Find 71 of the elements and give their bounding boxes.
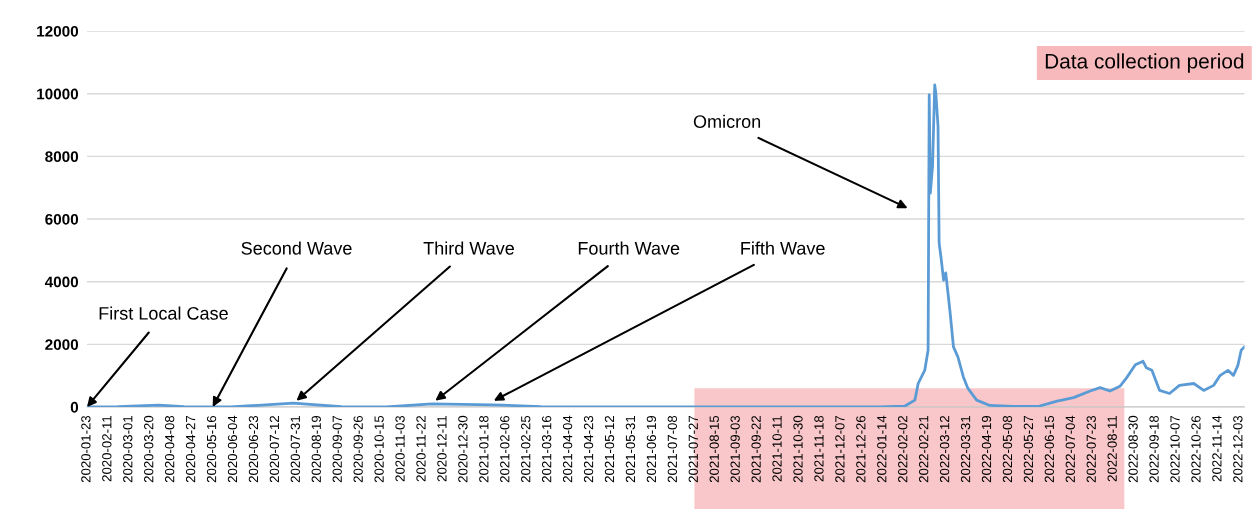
x-tick-label: 2020-04-08 bbox=[164, 415, 175, 483]
x-tick-label: 2020-05-16 bbox=[206, 415, 217, 483]
x-tick-label: 2022-08-30 bbox=[1128, 415, 1138, 483]
x-tick-label: 2022-07-04 bbox=[1065, 415, 1075, 483]
x-tick-label: 2022-06-15 bbox=[1044, 415, 1055, 483]
x-tick-label: 2022-03-12 bbox=[939, 415, 950, 483]
x-tick-label: 2021-07-27 bbox=[688, 415, 698, 483]
x-tick-label: 2020-11-22 bbox=[416, 415, 426, 482]
x-tick-label: 2021-05-31 bbox=[625, 415, 636, 483]
annotation: Fourth Wave bbox=[578, 241, 680, 255]
x-tick-label: 2022-02-21 bbox=[919, 415, 929, 483]
y-tick-label: 10000 bbox=[37, 88, 79, 100]
x-tick-label: 2021-12-07 bbox=[835, 415, 845, 483]
x-tick-label: 2020-03-20 bbox=[144, 415, 154, 483]
x-tick-label: 2022-12-03 bbox=[1233, 415, 1243, 483]
x-tick-label: 2022-10-07 bbox=[1170, 415, 1180, 483]
x-tick-label: 2022-05-27 bbox=[1023, 415, 1034, 483]
x-tick-label: 2022-02-02 bbox=[898, 415, 908, 483]
x-tick-label: 2021-12-26 bbox=[856, 415, 866, 483]
annotation: Third Wave bbox=[423, 241, 514, 255]
x-tick-label: 2021-05-12 bbox=[604, 415, 615, 483]
annotation: Second Wave bbox=[241, 241, 352, 255]
x-tick-label: 2020-02-11 bbox=[102, 415, 112, 482]
x-tick-label: 2021-09-03 bbox=[730, 415, 740, 483]
annotation: Omicron bbox=[693, 114, 761, 128]
y-tick-label: 2000 bbox=[45, 339, 79, 351]
y-tick-label: 6000 bbox=[45, 213, 79, 225]
x-tick-label: 2021-02-06 bbox=[500, 415, 510, 483]
x-tick-label: 2020-09-26 bbox=[353, 415, 363, 483]
x-tick-label: 2021-02-25 bbox=[521, 415, 531, 483]
x-tick-label: 2021-10-30 bbox=[793, 415, 803, 483]
x-tick-label: 2022-07-23 bbox=[1086, 415, 1096, 483]
x-tick-label: 2021-09-22 bbox=[751, 415, 761, 483]
x-tick-label: 2020-08-19 bbox=[311, 415, 321, 483]
x-tick-label: 2022-04-19 bbox=[981, 415, 992, 483]
x-tick-label: 2021-08-15 bbox=[709, 415, 719, 483]
line-series bbox=[87, 83, 1245, 407]
annotation: Fifth Wave bbox=[741, 241, 825, 255]
x-tick-label: 2021-07-08 bbox=[667, 415, 678, 483]
x-tick-label: 2020-03-01 bbox=[123, 415, 133, 483]
x-tick-label: 2021-04-23 bbox=[583, 415, 594, 483]
x-tick-label: 2021-01-18 bbox=[479, 415, 489, 483]
x-tick-label: 2020-12-30 bbox=[458, 415, 468, 483]
x-tick-label: 2020-07-12 bbox=[269, 415, 280, 483]
y-tick-label: 8000 bbox=[45, 151, 79, 163]
x-tick-label: 2022-09-18 bbox=[1149, 415, 1159, 483]
y-tick-label: 4000 bbox=[44, 276, 79, 288]
x-tick-label: 2020-12-11 bbox=[437, 415, 447, 482]
x-tick-label: 2021-10-11 bbox=[772, 415, 782, 482]
x-tick-label: 2020-04-27 bbox=[185, 415, 196, 483]
x-tick-label: 2022-01-14 bbox=[877, 415, 887, 483]
x-tick-label: 2020-07-31 bbox=[290, 415, 300, 483]
x-tick-label: 2020-09-07 bbox=[332, 415, 342, 483]
x-tick-label: 2020-10-15 bbox=[374, 415, 384, 483]
x-tick-label: 2022-05-08 bbox=[1002, 415, 1013, 483]
x-tick-label: 2020-01-23 bbox=[81, 415, 91, 483]
x-tick-label: 2021-04-04 bbox=[562, 415, 573, 483]
x-tick-label: 2020-06-04 bbox=[227, 415, 238, 483]
y-tick-label: 0 bbox=[70, 401, 79, 413]
annotation: Data collection period bbox=[1045, 53, 1244, 73]
x-tick-label: 2021-06-19 bbox=[646, 415, 657, 483]
x-tick-label: 2020-06-23 bbox=[248, 415, 259, 483]
x-tick-label: 2022-08-11 bbox=[1107, 415, 1117, 482]
y-tick-label: 12000 bbox=[37, 25, 79, 37]
x-tick-label: 2021-11-18 bbox=[814, 415, 824, 482]
x-tick-label: 2022-11-14 bbox=[1212, 415, 1222, 482]
x-tick-label: 2020-11-03 bbox=[395, 415, 405, 482]
x-tick-label: 2022-10-26 bbox=[1191, 415, 1201, 483]
annotation: First Local Case bbox=[99, 306, 228, 320]
x-tick-label: 2021-03-16 bbox=[542, 415, 552, 483]
x-tick-label: 2022-03-31 bbox=[960, 415, 971, 483]
